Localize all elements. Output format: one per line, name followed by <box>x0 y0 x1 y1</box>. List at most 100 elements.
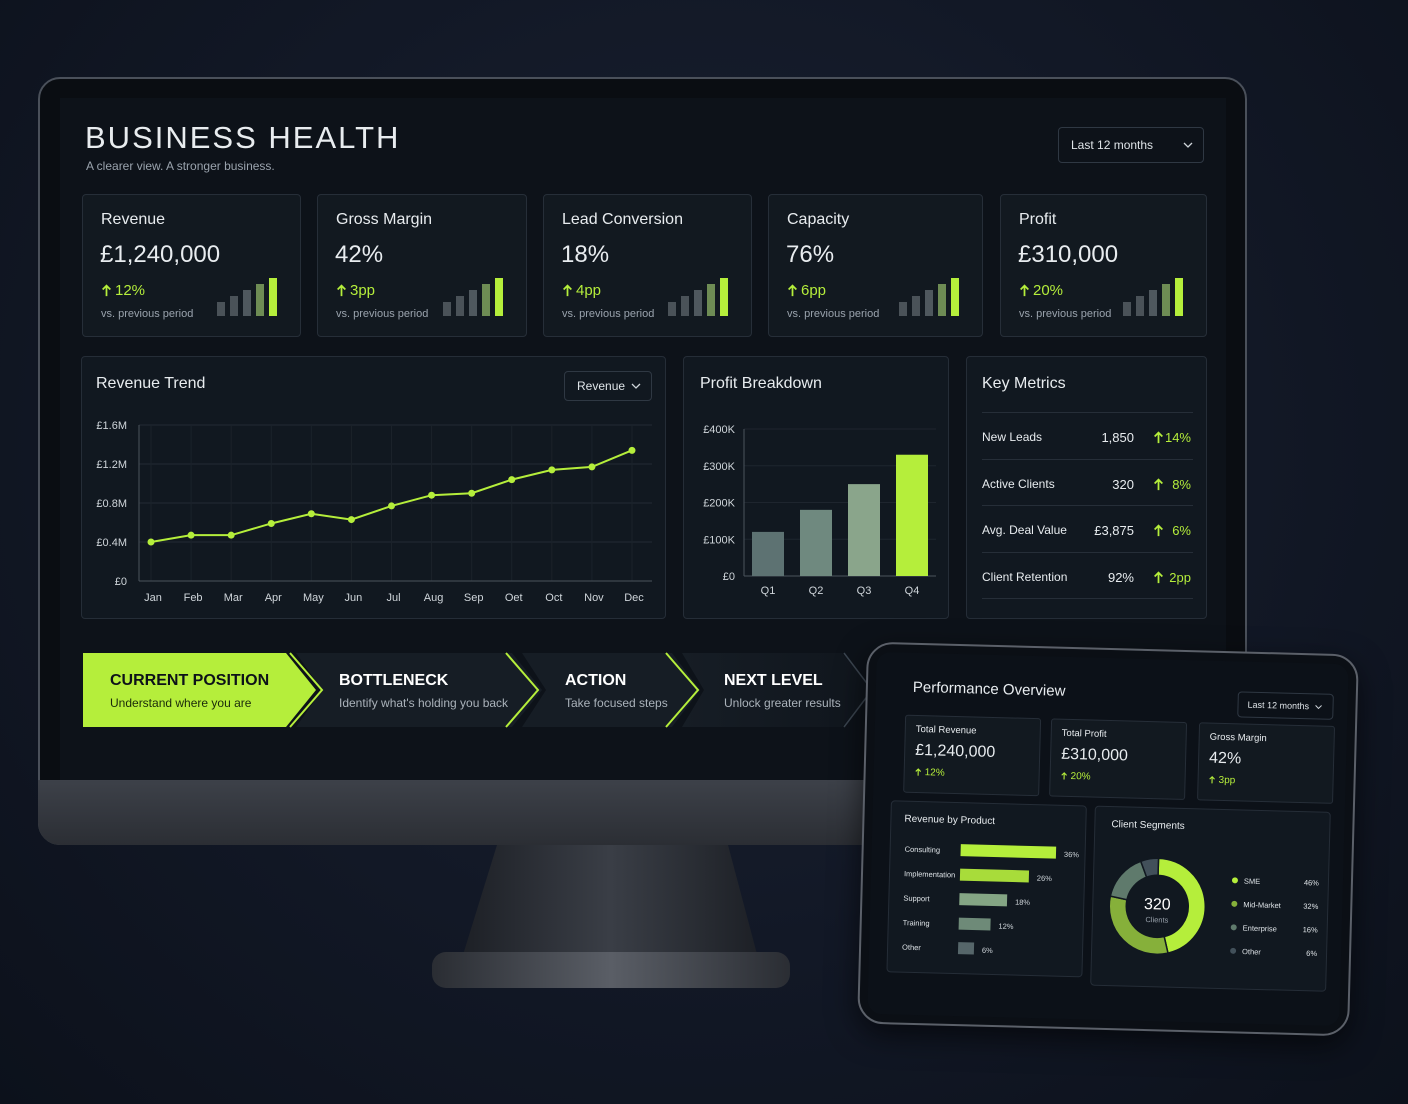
legend-value: 6% <box>1306 949 1317 958</box>
bar <box>896 454 928 576</box>
kpi-note: vs. previous period <box>562 308 655 320</box>
bar <box>800 509 832 576</box>
period-label: Last 12 months <box>1071 138 1154 152</box>
tablet-period-dropdown[interactable]: Last 12 months <box>1237 691 1334 720</box>
sparkline-bar <box>443 302 451 316</box>
steps-arrows <box>83 652 873 728</box>
sparkline-bar <box>707 284 715 316</box>
up-arrow <box>1209 775 1215 784</box>
sparkline-bar <box>668 302 676 316</box>
legend-dot <box>1230 947 1237 954</box>
kpi-value: £1,240,000 <box>100 241 221 268</box>
row-separator <box>982 598 1193 599</box>
arrow-shape <box>1154 570 1163 583</box>
sparkline-bar <box>1149 290 1157 316</box>
arrow-shape <box>1061 772 1068 780</box>
client-segments-panel: Client Segments SME 46% Mid-Market 32% Enter… <box>1090 805 1331 992</box>
category-label: Implementation <box>904 869 955 879</box>
category-label: Support <box>903 894 930 904</box>
arrow-shape <box>102 284 111 297</box>
bar <box>959 893 1008 907</box>
x-tick-label: Nov <box>584 592 604 604</box>
kpi-note: vs. previous period <box>101 308 194 320</box>
step-subtitle: Take focused steps <box>565 696 668 710</box>
sparkline-bar <box>1136 296 1144 316</box>
legend-value: 46% <box>1304 878 1320 887</box>
y-tick-label: £1.6M <box>96 420 127 432</box>
x-tick-label: Jul <box>386 592 400 604</box>
kpi-note: vs. previous period <box>1019 308 1112 320</box>
panel-title: Profit Breakdown <box>700 375 822 392</box>
category-label: Other <box>902 943 921 953</box>
kpi-change: 3pp <box>350 282 376 299</box>
kpi-value: £1,240,000 <box>915 741 996 762</box>
sparkline-bar <box>1162 284 1170 316</box>
kpi-label: Total Profit <box>1061 727 1107 740</box>
x-tick-label: Q1 <box>761 585 776 597</box>
point <box>588 463 596 471</box>
step-title: NEXT LEVEL <box>724 672 823 689</box>
x-tick-label: Oct <box>545 592 562 604</box>
sparkline-bar <box>912 296 920 316</box>
value-label: 18% <box>1015 898 1031 907</box>
metric-dropdown[interactable]: Revenue <box>564 371 652 401</box>
chevron <box>1183 142 1193 148</box>
x-tick-label: May <box>303 592 324 604</box>
up-arrow <box>1061 772 1068 780</box>
arrow-shape <box>1209 775 1215 784</box>
point <box>187 531 195 539</box>
bar <box>957 942 975 955</box>
point <box>307 510 315 518</box>
tablet-kpi-card: Total Profit £310,000 20% <box>1049 718 1188 801</box>
x-tick-label: Mar <box>224 592 243 604</box>
legend-label: SME <box>1244 877 1260 886</box>
category-label: Training <box>903 918 930 928</box>
y-tick-label: £0 <box>115 576 127 588</box>
sparkline-bar <box>256 284 264 316</box>
tablet-kpi-card: Total Revenue £1,240,000 12% <box>903 714 1042 797</box>
kpi-value: 76% <box>786 241 835 268</box>
kpi-label: Gross Margin <box>336 211 433 228</box>
kpi-change: 4pp <box>576 282 602 299</box>
bar <box>958 917 991 931</box>
kpi-change: 12% <box>115 282 146 299</box>
kpi-change: 12% <box>924 767 945 779</box>
kpi-label: Capacity <box>787 211 850 228</box>
metric-change: 6% <box>1172 523 1191 538</box>
metric-label: New Leads <box>982 430 1043 444</box>
sparkline-bar <box>1175 278 1183 316</box>
sparkline-bar <box>269 278 277 316</box>
donut-chart: SME 46% Mid-Market 32% Enterprise 16% Other 6% 3… <box>1108 857 1320 958</box>
x-tick-label: Q4 <box>905 585 920 597</box>
metric-label: Active Clients <box>982 476 1055 491</box>
step-title: BOTTLENECK <box>339 672 449 689</box>
point <box>347 516 355 524</box>
point <box>548 466 556 474</box>
profit-breakdown-panel: Profit Breakdown £0 £100K £200K £300K £400K Q… <box>683 356 949 619</box>
point <box>468 489 476 497</box>
up-arrow <box>1154 524 1163 537</box>
metric-value: 92% <box>1107 569 1134 585</box>
y-tick-label: £400K <box>703 424 735 436</box>
kpi-label: Lead Conversion <box>562 211 683 228</box>
metric-change: 14% <box>1164 430 1191 445</box>
hbar-chart: Consulting 36% Implementation 26% Support 18%… <box>902 844 1079 955</box>
kpi-card: Revenue £1,240,000 12% vs. previous period <box>82 194 301 337</box>
bar <box>752 531 784 576</box>
kpi-label: Profit <box>1019 211 1057 228</box>
up-arrow <box>788 284 797 297</box>
dashboard-title: BUSINESS HEALTH <box>85 120 401 155</box>
period-dropdown[interactable]: Last 12 months <box>1058 127 1204 163</box>
value-label: 26% <box>1037 874 1053 883</box>
kpi-card: Gross Margin 42% 3pp vs. previous period <box>317 194 527 337</box>
up-arrow <box>915 768 922 776</box>
bar-chart: £0 £100K £200K £300K £400K Q1 Q2 Q3 Q4 <box>703 424 936 597</box>
kpi-label: Gross Margin <box>1209 731 1267 745</box>
y-tick-label: £300K <box>703 461 735 473</box>
legend-dot <box>1231 877 1238 884</box>
metric-label: Revenue <box>577 379 626 393</box>
metric-value: 320 <box>1112 476 1134 492</box>
sparkline-bar <box>243 290 251 316</box>
sparkline-bar <box>938 284 946 316</box>
